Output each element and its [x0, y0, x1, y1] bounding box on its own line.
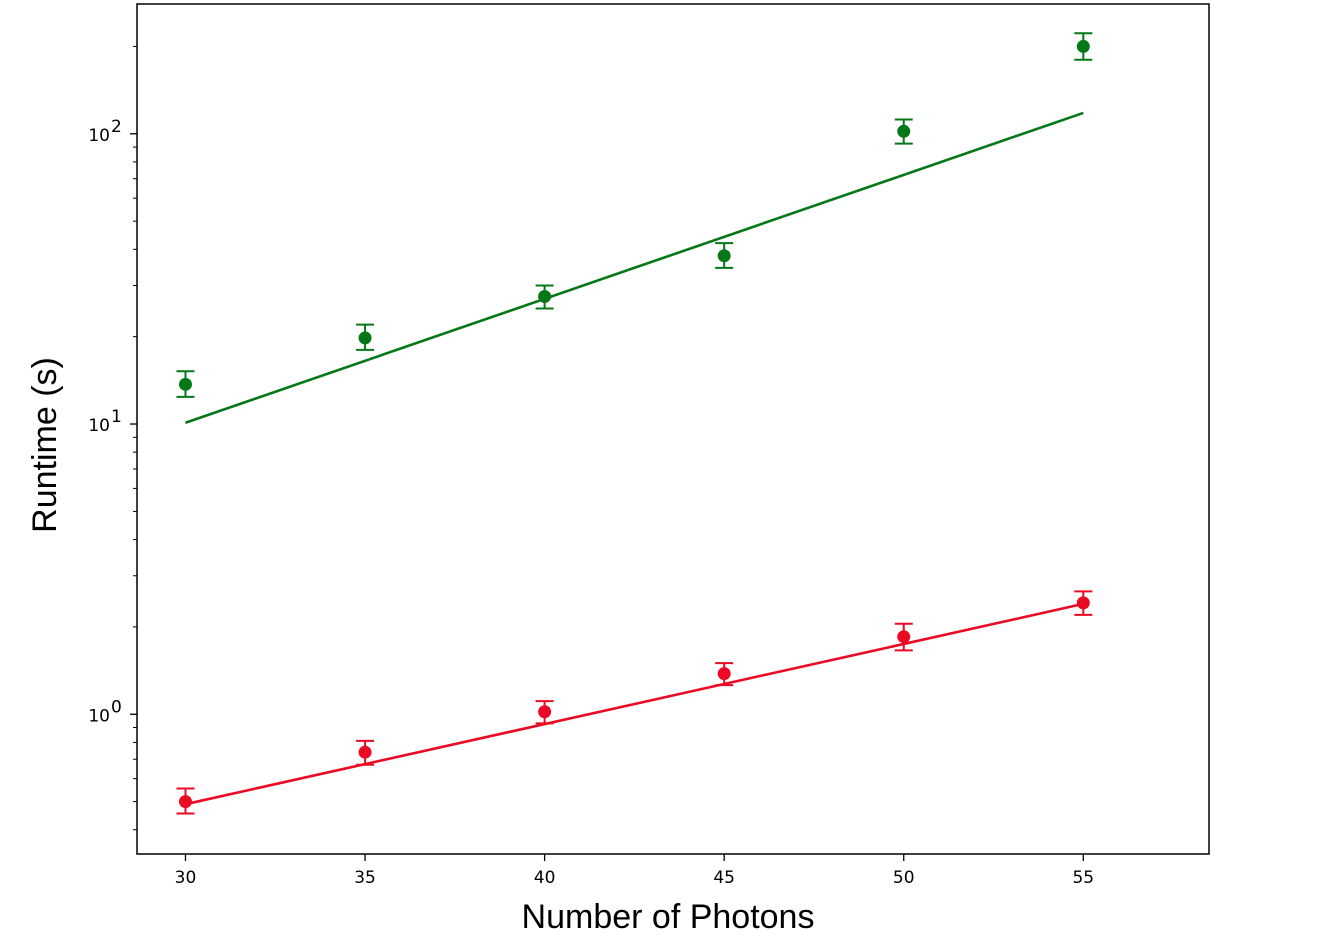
data-point [1076, 39, 1090, 53]
data-point [1076, 596, 1090, 610]
x-axis-label: Number of Photons [522, 898, 815, 936]
x-axis-ticks: 30 35 40 45 50 55 [175, 854, 1094, 888]
x-tick-label: 30 [175, 868, 197, 888]
data-point [897, 124, 911, 138]
y-tick-label: 10 [88, 706, 110, 726]
data-point [358, 745, 372, 759]
x-tick-label: 50 [893, 868, 915, 888]
y-tick-label-exponent: 1 [111, 407, 122, 427]
data-point [178, 795, 192, 809]
y-axis-label: Runtime (s) [26, 357, 64, 533]
x-tick-label: 55 [1072, 868, 1094, 888]
y-tick-label-exponent: 0 [111, 697, 122, 717]
series-layer [176, 32, 1093, 815]
x-tick-label: 40 [534, 868, 556, 888]
y-tick-label: 10 [88, 416, 110, 436]
x-tick-label: 45 [713, 868, 735, 888]
y-tick-label: 10 [88, 126, 110, 146]
fit-line [185, 111, 1084, 424]
plot-area [136, 3, 1210, 855]
y-tick-label-exponent: 2 [111, 117, 122, 137]
data-point [717, 249, 731, 263]
data-point [897, 630, 911, 644]
x-tick-label: 35 [354, 868, 376, 888]
data-point [717, 667, 731, 681]
fit-line [185, 602, 1084, 806]
data-point [538, 705, 552, 719]
data-point [178, 377, 192, 391]
data-point [358, 331, 372, 345]
data-point [538, 290, 552, 304]
